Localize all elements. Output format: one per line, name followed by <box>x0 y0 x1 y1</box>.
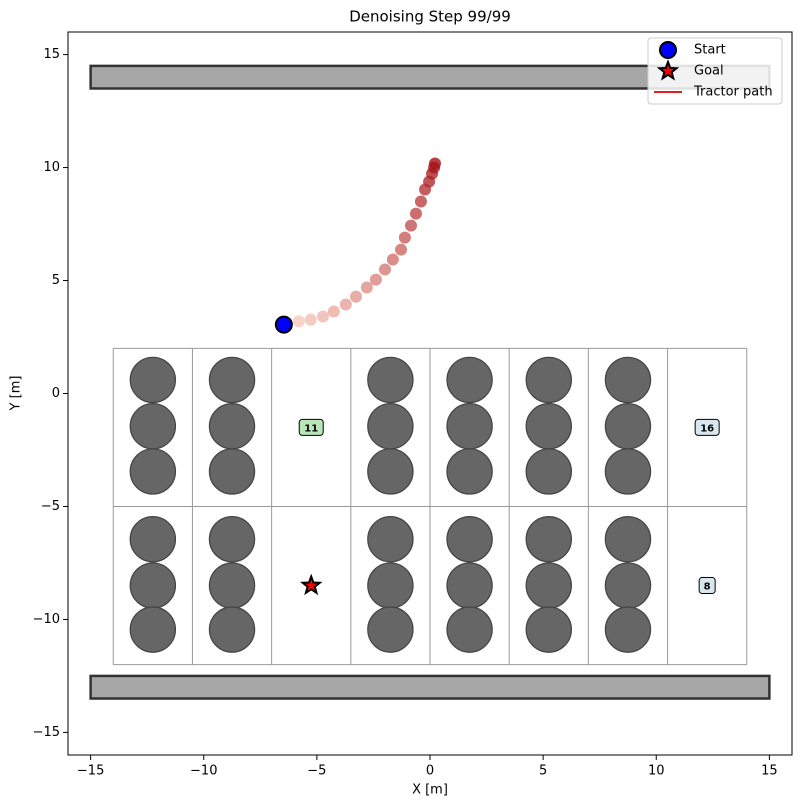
spot-label-box <box>298 418 324 436</box>
legend-goal <box>656 59 680 81</box>
vehicle <box>367 356 414 404</box>
path-point <box>428 157 441 170</box>
path-point <box>414 195 427 208</box>
path-point <box>360 281 373 294</box>
x-tick-label: 10 <box>648 764 665 779</box>
vehicle <box>446 562 493 609</box>
y-tick-label: 5 <box>52 273 60 288</box>
path-point <box>304 313 317 326</box>
vehicle <box>604 606 652 653</box>
chart-title: Denoising Step 99/99 <box>349 8 511 26</box>
path-point <box>292 315 305 328</box>
path-point <box>327 305 340 318</box>
vehicle <box>525 516 573 563</box>
y-tick-label: −10 <box>33 612 60 627</box>
spot-label: 11 <box>304 423 318 434</box>
vehicle <box>525 562 573 609</box>
vehicle <box>604 356 652 404</box>
y-tick-label: −5 <box>41 499 60 514</box>
vehicle <box>208 448 256 495</box>
vehicle <box>367 448 414 495</box>
legend-start <box>659 41 677 59</box>
path-point <box>386 253 399 266</box>
legend-label: Start <box>694 43 726 58</box>
legend-label: Tractor path <box>693 85 773 100</box>
path-point <box>378 263 391 276</box>
vehicle <box>208 403 256 450</box>
path-point <box>398 231 411 244</box>
vehicle <box>525 403 573 450</box>
path-point <box>409 207 422 220</box>
vehicle <box>525 356 573 404</box>
vehicle <box>367 403 414 450</box>
vehicle <box>367 516 414 563</box>
vehicle <box>208 516 256 563</box>
vehicle <box>129 356 177 404</box>
legend-box <box>647 37 783 105</box>
y-tick-label: 10 <box>43 160 60 175</box>
vehicle <box>129 403 177 450</box>
vehicle <box>446 516 493 563</box>
goal-marker <box>299 573 323 596</box>
start-marker <box>274 315 293 334</box>
spot-label-box <box>694 418 720 436</box>
path-point <box>339 298 352 311</box>
x-tick-label: 5 <box>539 764 547 779</box>
x-tick-label: 15 <box>761 764 778 779</box>
vehicle <box>129 448 177 495</box>
path-point <box>316 310 329 323</box>
spot-label-box <box>698 577 716 595</box>
wall <box>89 674 771 700</box>
vehicle <box>604 448 652 495</box>
vehicle <box>208 562 256 609</box>
vehicle <box>208 356 256 404</box>
vehicle <box>446 403 493 450</box>
path-point <box>404 219 417 232</box>
vehicle <box>604 516 652 563</box>
x-tick-label: −15 <box>77 764 104 779</box>
vehicle <box>604 562 652 609</box>
vehicle <box>525 448 573 495</box>
spot-label: 16 <box>700 423 714 434</box>
vehicle <box>367 562 414 609</box>
x-axis-label: X [m] <box>412 783 448 798</box>
vehicle <box>446 606 493 653</box>
vehicle <box>446 448 493 495</box>
path-point <box>350 290 363 303</box>
vehicle <box>129 606 177 653</box>
y-axis-label: Y [m] <box>9 376 24 412</box>
vehicle <box>367 606 414 653</box>
path-point <box>369 273 382 286</box>
x-tick-label: −10 <box>190 764 217 779</box>
spot-label: 8 <box>704 582 711 593</box>
y-tick-label: −15 <box>33 725 60 740</box>
vehicle <box>604 403 652 450</box>
vehicle <box>208 606 256 653</box>
path-point <box>395 243 408 256</box>
x-tick-label: −5 <box>307 764 326 779</box>
y-tick-label: 0 <box>52 386 60 401</box>
vehicle <box>129 516 177 563</box>
legend-label: Goal <box>694 64 724 79</box>
y-tick-label: 15 <box>43 47 60 62</box>
vehicle <box>446 356 493 404</box>
vehicle <box>525 606 573 653</box>
vehicle <box>129 562 177 609</box>
x-tick-label: 0 <box>426 764 434 779</box>
